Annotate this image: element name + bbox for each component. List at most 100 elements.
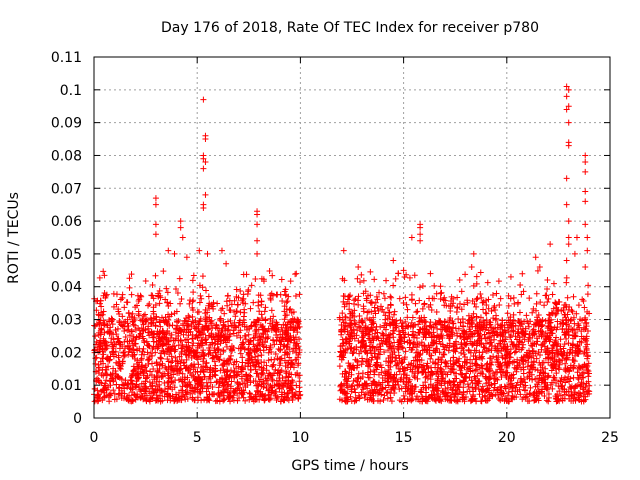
data-point: [523, 393, 530, 400]
data-point: [254, 382, 261, 389]
data-point: [115, 308, 122, 315]
data-point: [99, 355, 106, 362]
data-point: [479, 363, 486, 370]
data-point: [278, 338, 285, 345]
data-point: [152, 195, 159, 202]
data-point: [396, 295, 403, 302]
data-point: [128, 313, 135, 320]
x-tick-label: 25: [601, 430, 619, 446]
data-point: [411, 272, 418, 279]
data-point: [190, 340, 197, 347]
data-point: [584, 291, 591, 298]
data-point: [248, 282, 255, 289]
data-point: [234, 397, 241, 404]
data-point: [154, 345, 161, 352]
data-point: [235, 345, 242, 352]
data-point: [195, 340, 202, 347]
data-point: [128, 372, 135, 379]
data-point: [289, 377, 296, 384]
data-point: [171, 398, 178, 405]
data-point: [413, 309, 420, 316]
data-point: [140, 335, 147, 342]
data-point: [296, 378, 303, 385]
data-point: [110, 345, 117, 352]
data-point: [380, 396, 387, 403]
data-point: [281, 316, 288, 323]
data-point: [155, 397, 162, 404]
data-points: [91, 83, 593, 405]
data-point: [194, 344, 201, 351]
data-point: [114, 325, 121, 332]
data-point: [122, 345, 129, 352]
data-point: [267, 342, 274, 349]
data-point: [565, 142, 572, 149]
data-point: [174, 358, 181, 365]
data-point: [354, 275, 361, 282]
data-point: [173, 308, 180, 315]
data-point: [286, 307, 293, 314]
data-point: [158, 373, 165, 380]
data-point: [224, 368, 231, 375]
data-point: [240, 394, 247, 401]
data-point: [294, 340, 301, 347]
data-point: [110, 387, 117, 394]
data-point: [575, 376, 582, 383]
data-point: [254, 211, 261, 218]
data-point: [550, 374, 557, 381]
data-point: [223, 260, 230, 267]
data-point: [116, 384, 123, 391]
data-point: [100, 268, 107, 275]
data-point: [582, 198, 589, 205]
data-point: [388, 398, 395, 405]
data-point: [582, 221, 589, 228]
data-point: [207, 318, 214, 325]
data-point: [292, 271, 299, 278]
data-point: [285, 359, 292, 366]
data-point: [93, 338, 100, 345]
data-point: [238, 390, 245, 397]
data-point: [573, 234, 580, 241]
data-point: [199, 284, 206, 291]
data-point: [199, 385, 206, 392]
data-point: [101, 322, 108, 329]
y-tick-label: 0.08: [51, 148, 82, 164]
data-point: [120, 349, 127, 356]
data-point: [129, 310, 136, 317]
data-point: [261, 326, 268, 333]
data-point: [192, 317, 199, 324]
data-point: [582, 168, 589, 175]
data-point: [185, 339, 192, 346]
data-point: [133, 302, 140, 309]
data-point: [168, 345, 175, 352]
data-point: [582, 152, 589, 159]
data-point: [247, 390, 254, 397]
data-point: [544, 299, 551, 306]
data-point: [110, 365, 117, 372]
data-point: [243, 326, 250, 333]
data-point: [233, 332, 240, 339]
data-point: [113, 381, 120, 388]
data-point: [124, 338, 131, 345]
data-point: [156, 381, 163, 388]
data-point: [287, 332, 294, 339]
data-point: [139, 368, 146, 375]
data-point: [215, 345, 222, 352]
data-point: [203, 360, 210, 367]
data-point: [516, 309, 523, 316]
data-point: [187, 370, 194, 377]
data-point: [186, 378, 193, 385]
data-point: [255, 302, 262, 309]
data-point: [205, 396, 212, 403]
data-point: [110, 303, 117, 310]
data-point: [128, 291, 135, 298]
data-point: [261, 308, 268, 315]
data-point: [468, 264, 475, 271]
data-point: [477, 397, 484, 404]
data-point: [194, 335, 201, 342]
data-point: [285, 373, 292, 380]
data-point: [96, 319, 103, 326]
data-point: [258, 298, 265, 305]
data-point: [262, 327, 269, 334]
data-point: [295, 360, 302, 367]
data-point: [581, 304, 588, 311]
